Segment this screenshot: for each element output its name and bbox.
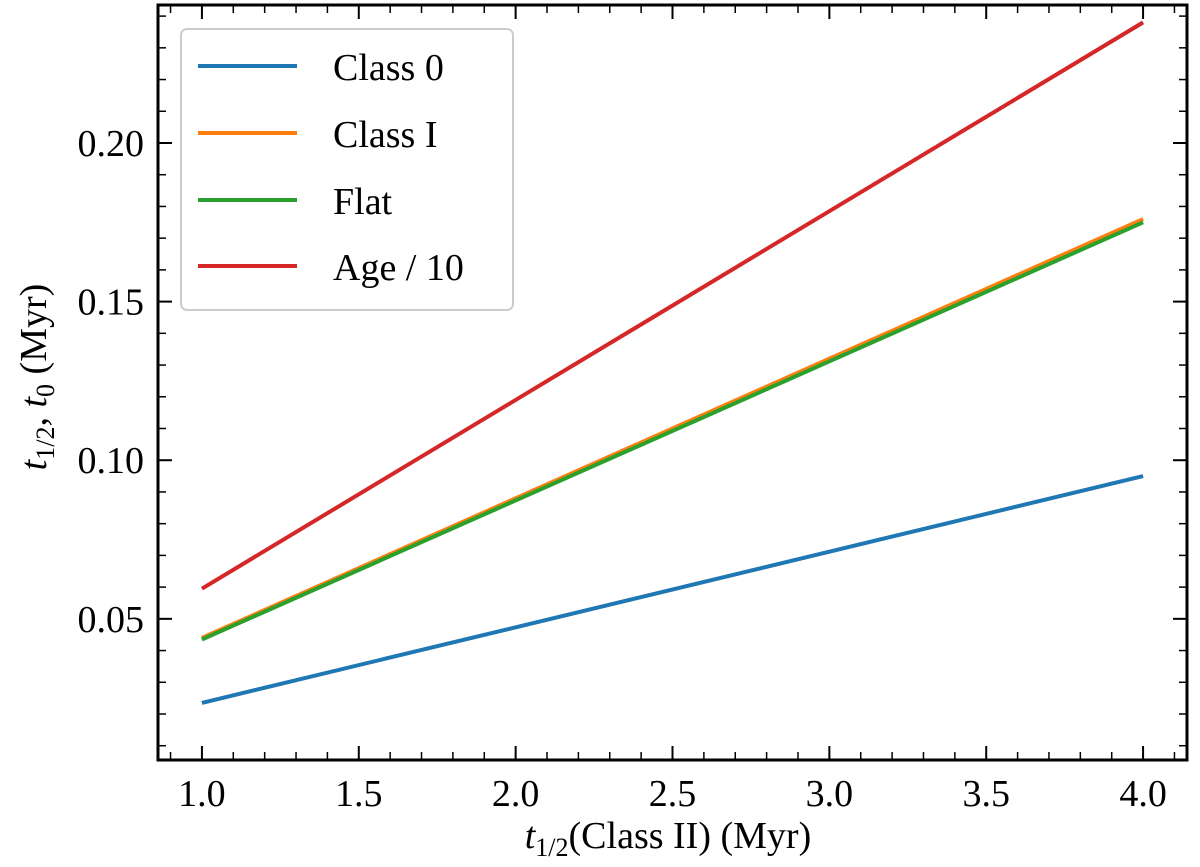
y-tick-labels: 0.05 0.10 0.15 0.20 [78, 123, 145, 641]
y-tick-label: 0.10 [78, 440, 145, 482]
series-line-class-0 [201, 474, 1144, 705]
y-tick-label: 0.20 [78, 123, 145, 165]
series-lines [200, 20, 1145, 705]
x-tick-label: 3.5 [962, 773, 1010, 815]
x-axis-label: t1/2(Class II) (Myr) [525, 815, 812, 862]
legend-label-class-i: Class I [333, 114, 438, 156]
y-tick-label: 0.15 [78, 282, 145, 324]
x-tick-label: 4.0 [1119, 773, 1167, 815]
legend-label-class-0: Class 0 [333, 47, 444, 89]
x-tick-label: 1.5 [335, 773, 383, 815]
y-tick-label: 0.05 [78, 599, 145, 641]
series-line-age-10 [200, 20, 1145, 591]
legend-label-age: Age / 10 [333, 247, 464, 289]
x-tick-labels: 1.0 1.5 2.0 2.5 3.0 3.5 4.0 [178, 773, 1167, 815]
legend-label-flat: Flat [333, 181, 393, 223]
x-tick-label: 3.0 [806, 773, 854, 815]
major-ticks [158, 5, 1187, 760]
plot-frame [156, 3, 1189, 762]
y-axis-label: t1/2, t0 (Myr) [13, 284, 60, 471]
x-tick-label: 2.5 [649, 773, 697, 815]
legend-box [180, 28, 514, 311]
series-line-flat [201, 220, 1144, 642]
x-tick-label: 2.0 [492, 773, 540, 815]
x-tick-label: 1.0 [178, 773, 226, 815]
legend: Class 0 Class I Flat Age / 10 [180, 28, 514, 311]
